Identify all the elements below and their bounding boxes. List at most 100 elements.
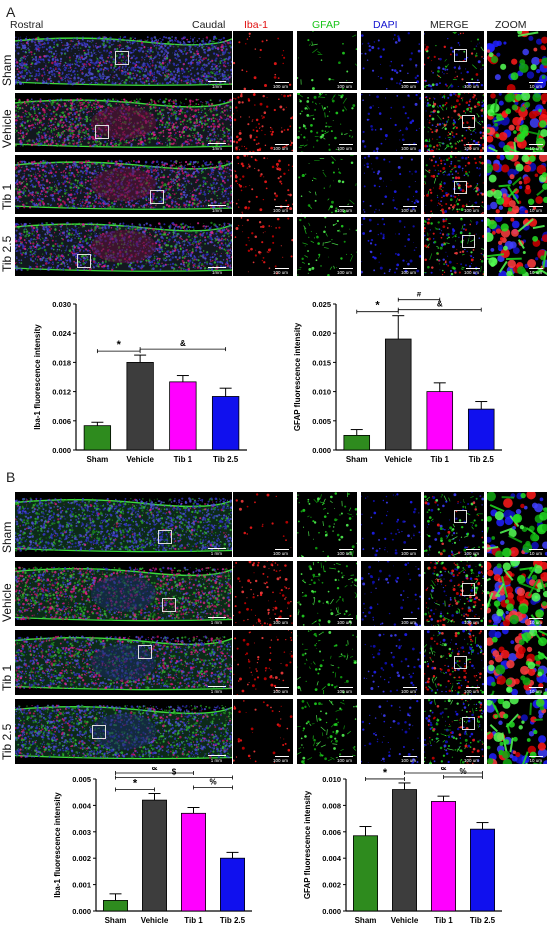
scale-bar <box>339 756 353 758</box>
scale-label: 1mm <box>212 270 222 275</box>
y-tick-label: 0.010 <box>322 775 341 784</box>
scale-bar <box>529 268 543 270</box>
x-tick-label: Tib 2.5 <box>470 916 496 925</box>
overview-image: 1 mm <box>15 561 232 626</box>
scale-label: 1 mm <box>211 620 222 625</box>
scale-bar <box>208 755 226 757</box>
bar <box>344 435 370 450</box>
zoom-region-box <box>454 510 467 523</box>
bar <box>427 392 453 450</box>
y-tick-label: 0.005 <box>72 775 91 784</box>
scale-bar <box>208 81 226 83</box>
header-gfap: GFAP <box>312 19 340 31</box>
scale-bar <box>275 206 289 208</box>
scale-bar <box>403 618 417 620</box>
gfap-image: 100 um <box>297 561 357 626</box>
scale-label: 100 um <box>464 620 479 625</box>
zoom-region-box <box>77 254 91 268</box>
x-tick-label: Vehicle <box>391 916 419 925</box>
bar <box>84 426 111 450</box>
scale-label: 10 um <box>529 270 542 275</box>
row-label: Vehicle <box>0 583 14 622</box>
significance-symbol: % <box>209 778 216 787</box>
zoom-image: 10 um <box>487 217 547 276</box>
bar <box>181 813 205 911</box>
scale-label: 10 um <box>529 84 542 89</box>
iba1-image: 100 um <box>233 630 293 695</box>
scale-bar <box>208 143 226 145</box>
row-label: Tib 1 <box>0 184 14 210</box>
row-label: Tib 1 <box>0 665 14 691</box>
x-tick-label: Tib 2.5 <box>469 455 495 464</box>
scale-bar <box>339 144 353 146</box>
scale-bar <box>339 82 353 84</box>
dapi-image: 100 um <box>361 217 421 276</box>
scale-label: 100 um <box>464 208 479 213</box>
overview-image: 1 mm <box>15 630 232 695</box>
zoom-image: 10 um <box>487 561 547 626</box>
zoom-region-box <box>462 583 475 596</box>
scale-bar <box>339 687 353 689</box>
scale-label: 100 um <box>273 551 288 556</box>
scale-label: 100 um <box>337 551 352 556</box>
y-tick-label: 0.000 <box>52 446 71 455</box>
scale-label: 100 um <box>273 208 288 213</box>
overview-image: 1 mm <box>15 492 232 557</box>
scale-label: 1mm <box>212 84 222 89</box>
zoom-region-box <box>115 51 129 65</box>
scale-label: 100 um <box>337 758 352 763</box>
panel-b-letter: B <box>6 469 15 485</box>
dapi-image: 100 um <box>361 31 421 90</box>
scale-bar <box>339 618 353 620</box>
dapi-image: 100 um <box>361 699 421 764</box>
bar <box>468 409 494 450</box>
scale-label: 100 um <box>337 208 352 213</box>
gfap-image: 100 um <box>297 31 357 90</box>
significance-symbol: & <box>441 767 447 772</box>
scale-bar <box>529 82 543 84</box>
merge-image: 100 um <box>424 31 484 90</box>
dapi-image: 100 um <box>361 93 421 152</box>
significance-symbol: * <box>383 767 388 779</box>
merge-image: 100 um <box>424 155 484 214</box>
scale-bar <box>529 687 543 689</box>
gfap-image: 100 um <box>297 492 357 557</box>
y-axis-label: Iba-1 fluorescence intensity <box>53 792 62 898</box>
scale-label: 10 um <box>529 620 542 625</box>
scale-bar <box>275 549 289 551</box>
scale-bar <box>403 687 417 689</box>
gfap-image: 100 um <box>297 155 357 214</box>
zoom-image: 10 um <box>487 492 547 557</box>
x-tick-label: Vehicle <box>126 455 154 464</box>
bar <box>431 801 455 911</box>
scale-bar <box>275 82 289 84</box>
scale-bar <box>339 268 353 270</box>
zoom-region-box <box>162 598 176 612</box>
y-tick-label: 0.024 <box>52 329 72 338</box>
scale-bar <box>403 268 417 270</box>
scale-label: 100 um <box>401 146 416 151</box>
y-tick-label: 0.015 <box>312 358 331 367</box>
scale-label: 100 um <box>401 551 416 556</box>
scale-label: 1mm <box>212 208 222 213</box>
dapi-image: 100 um <box>361 630 421 695</box>
row-label: Tib 2.5 <box>0 724 14 760</box>
scale-label: 100 um <box>273 146 288 151</box>
zoom-region-box <box>92 725 106 739</box>
x-tick-label: Tib 1 <box>430 455 449 464</box>
bar <box>170 382 197 450</box>
zoom-region-box <box>158 530 172 544</box>
iba1-image: 100 um <box>233 31 293 90</box>
x-tick-label: Vehicle <box>384 455 412 464</box>
iba1-image: 100 um <box>233 492 293 557</box>
overview-image: 1mm <box>15 217 232 276</box>
scale-bar <box>466 268 480 270</box>
scale-label: 100 um <box>464 270 479 275</box>
y-tick-label: 0.002 <box>72 854 91 863</box>
scale-label: 1 mm <box>211 551 222 556</box>
significance-symbol: * <box>133 778 138 790</box>
bar <box>103 900 127 911</box>
x-tick-label: Sham <box>346 455 368 464</box>
scale-label: 100 um <box>464 146 479 151</box>
